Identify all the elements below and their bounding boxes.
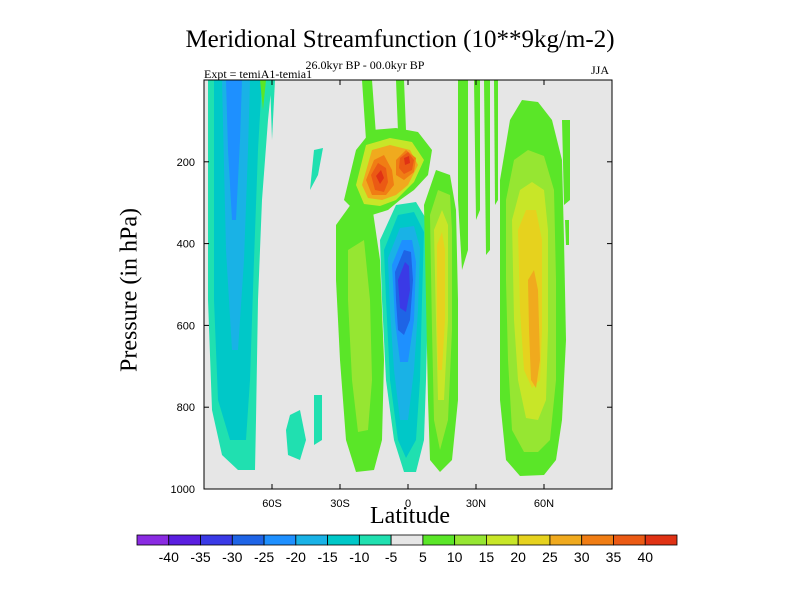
colorbar-label: 30 [574,549,590,565]
colorbar-label: -5 [385,549,398,565]
colorbar-swatch [231,534,265,546]
colorbar-label: -20 [286,549,306,565]
contour-blob-upper [310,148,323,190]
colorbar-label: -10 [349,549,369,565]
colorbar-label: -25 [254,549,274,565]
colorbar-swatch [644,534,678,546]
y-tick-label: 600 [177,320,195,332]
contour-strip-left [260,80,266,110]
contour-nh-trop-4 [437,232,445,370]
contour-nh-midlat-strips [562,120,570,245]
colorbar-swatch [136,534,170,546]
colorbar-swatch [422,534,456,546]
colorbar-label: -30 [222,549,242,565]
contour-nh-midlat-5 [528,270,540,388]
x-axis-ticks: 60S 30S 0 30N 60N [262,80,554,510]
colorbar-swatch [263,534,297,546]
colorbar-label: 35 [606,549,622,565]
x-tick-label: 30S [330,498,350,510]
y-tick-label: 1000 [171,484,195,496]
colorbar-label: -15 [317,549,337,565]
contour-blob-lower-2 [314,395,322,445]
contour-upper-core-right [404,156,410,165]
x-tick-label: 30N [466,498,486,510]
colorbar-label: 25 [542,549,558,565]
contour-strip-nh-4 [494,80,498,205]
colorbar-swatch [327,534,360,546]
contour-upper-top-strips [362,80,406,140]
colorbar-swatch [358,534,392,546]
chart-subtitle-center: 26.0kyr BP - 00.0kyr BP [305,58,425,72]
colorbar-swatch [200,534,233,546]
y-tick-label: 800 [177,402,195,414]
colorbar-label: 20 [510,549,526,565]
colorbar-swatch [390,534,424,546]
chart-subtitle-left: Expt = temiA1-temia1 [204,67,313,81]
x-tick-label: 0 [405,498,411,510]
colorbar-swatch [454,534,487,546]
contour-strip-nh-1 [458,80,468,270]
contour-sh-polar-core [226,80,242,220]
chart-title: Meridional Streamfunction (10**9kg/m-2) [185,26,615,53]
y-tick-label: 200 [177,157,195,169]
colorbar-swatch [517,534,551,546]
colorbar-label: 10 [447,549,463,565]
colorbar-swatch [295,534,328,546]
colorbar-label: 15 [479,549,495,565]
contour-upper-core-left [376,170,384,184]
colorbar-label: 5 [419,549,427,565]
contour-fills [208,80,570,476]
colorbar-label: -35 [190,549,210,565]
y-tick-label: 400 [177,239,195,251]
colorbar-swatch [168,534,201,546]
y-axis-ticks: 200 400 600 800 1000 [171,157,612,496]
contour-tropical-neg-6 [398,262,410,312]
contour-strip-right [270,80,275,140]
x-tick-label: 60S [262,498,282,510]
chart-subtitle-right: JJA [591,63,610,77]
colorbar-swatch [486,534,519,546]
colorbar-swatch [581,534,614,546]
contour-blob-lower-1 [286,410,306,460]
colorbar-label: 40 [637,549,653,565]
colorbar-label: -40 [159,549,179,565]
contour-sh-midlat-inner [348,240,372,432]
colorbar-swatch [549,534,583,546]
contour-strip-nh-3 [484,80,490,255]
colorbar: -40 -35 -30 -25 -20 -15 -10 -5 5 10 15 20 25 30 35 40 [136,534,678,565]
x-tick-label: 60N [534,498,554,510]
contour-strip-nh-2 [474,80,480,220]
x-axis-label: Latitude [370,503,450,529]
colorbar-swatch [613,534,646,546]
